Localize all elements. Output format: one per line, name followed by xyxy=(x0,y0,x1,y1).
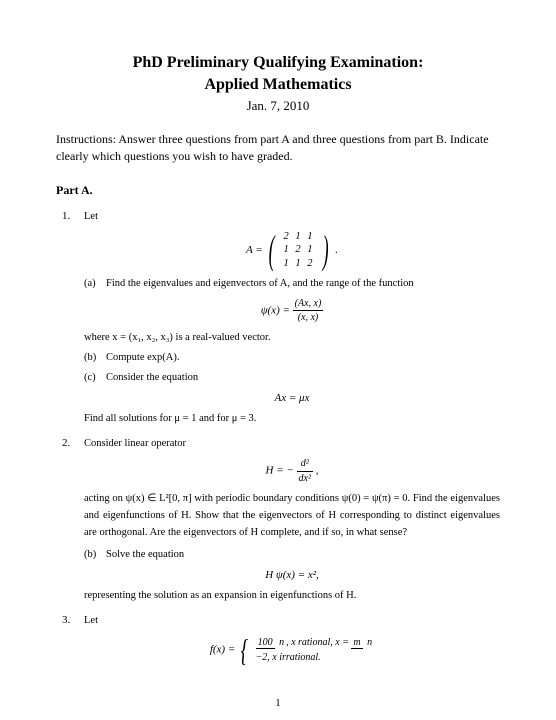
q2b: (b) Solve the equation xyxy=(84,548,500,562)
q2-H-bot: dx² xyxy=(297,472,313,486)
q2-body: acting on ψ(x) ∈ L²[0, π] with periodic … xyxy=(84,491,500,541)
instructions: Instructions: Answer three questions fro… xyxy=(56,131,500,165)
q1b: (b) Compute exp(A). xyxy=(84,351,500,365)
q3-f-eq: f(x) = { 100 n , x rational, x = m n −2 xyxy=(84,634,500,666)
paren-right-icon: ) xyxy=(323,230,329,270)
q3-case1: 100 n , x rational, x = m n xyxy=(256,635,375,650)
q2-intro: Consider linear operator xyxy=(84,438,186,449)
q2b-label: (b) xyxy=(84,548,106,562)
q2b-eq: H ψ(x) = x², xyxy=(84,568,500,583)
q1a: (a) Find the eigenvalues and eigenvector… xyxy=(84,277,500,291)
q1b-text: Compute exp(A). xyxy=(106,351,180,365)
q3-content: Let f(x) = { 100 n , x rational, x = m n xyxy=(84,613,500,672)
q2-H-eq: H = − d² dx² , xyxy=(84,457,500,485)
matrix-row: 1 2 1 xyxy=(283,243,314,257)
q2-content: Consider linear operator H = − d² dx² , … xyxy=(84,436,500,603)
q1b-label: (b) xyxy=(84,351,106,365)
q1-matrix: ( 2 1 1 1 2 1 1 1 2 ) xyxy=(265,230,332,271)
paren-left-icon: ( xyxy=(269,230,275,270)
exam-date: Jan. 7, 2010 xyxy=(56,97,500,115)
q1-content: Let A = ( 2 1 1 1 2 1 1 1 2 ) . (a) Find… xyxy=(84,209,500,427)
q2b-follow: representing the solution as an expansio… xyxy=(84,589,500,603)
q1-matrix-eq: A = ( 2 1 1 1 2 1 1 1 2 ) . xyxy=(84,230,500,271)
question-2: 2. Consider linear operator H = − d² dx²… xyxy=(56,436,500,603)
q3-number: 3. xyxy=(56,613,84,672)
q3-f-lhs: f(x) = xyxy=(210,644,235,656)
page-number: 1 xyxy=(56,696,500,711)
q1-matrix-trail: . xyxy=(335,244,338,256)
q3-case2: −2, x irrational. xyxy=(256,650,375,665)
q3-case1-frac2: m n xyxy=(351,635,374,650)
question-1: 1. Let A = ( 2 1 1 1 2 1 1 1 2 ) . (a) xyxy=(56,209,500,427)
matrix-row: 1 1 2 xyxy=(283,257,314,271)
q1-intro: Let xyxy=(84,211,98,222)
q3-case1-frac1: 100 n xyxy=(256,635,287,650)
q2-H-trail: , xyxy=(316,465,319,477)
q1c-text: Consider the equation xyxy=(106,371,198,385)
q1-number: 1. xyxy=(56,209,84,427)
q1a-text: Find the eigenvalues and eigenvectors of… xyxy=(106,277,414,291)
q3-intro: Let xyxy=(84,615,98,626)
question-3: 3. Let f(x) = { 100 n , x rational, x = … xyxy=(56,613,500,672)
q1c-follow: Find all solutions for μ = 1 and for μ =… xyxy=(84,412,500,426)
brace-icon: { xyxy=(241,634,249,666)
q1a-label: (a) xyxy=(84,277,106,291)
page: PhD Preliminary Qualifying Examination: … xyxy=(0,0,556,711)
q1-where: where x = (x₁, x₂, x₃) is a real-valued … xyxy=(84,331,500,345)
title-line1: PhD Preliminary Qualifying Examination: xyxy=(56,52,500,74)
q1-matrix-lhs: A = xyxy=(246,244,263,256)
q1c: (c) Consider the equation xyxy=(84,371,500,385)
part-a-heading: Part A. xyxy=(56,182,500,198)
q2b-text: Solve the equation xyxy=(106,548,184,562)
q3-cases: 100 n , x rational, x = m n −2, x irrati… xyxy=(254,635,375,665)
q1-phi-lhs: ψ(x) = xyxy=(261,304,290,316)
q2-H-top: d² xyxy=(297,457,313,472)
q1-phi-bot: (x, x) xyxy=(293,311,324,325)
q1c-label: (c) xyxy=(84,371,106,385)
q1-phi-frac: (Ax, x) (x, x) xyxy=(293,297,324,325)
q2-number: 2. xyxy=(56,436,84,603)
q1a-phi-eq: ψ(x) = (Ax, x) (x, x) xyxy=(84,297,500,325)
q3-case1-cond: , x rational, x = xyxy=(286,637,349,648)
q2-H-frac: d² dx² xyxy=(297,457,313,485)
title-line2: Applied Mathematics xyxy=(56,74,500,96)
q1-phi-top: (Ax, x) xyxy=(293,297,324,312)
q1c-eq: Ax = μx xyxy=(84,391,500,406)
matrix-row: 2 1 1 xyxy=(283,230,314,244)
q2-H-lhs: H = − xyxy=(266,465,294,477)
q1-matrix-rows: 2 1 1 1 2 1 1 1 2 xyxy=(281,230,316,271)
